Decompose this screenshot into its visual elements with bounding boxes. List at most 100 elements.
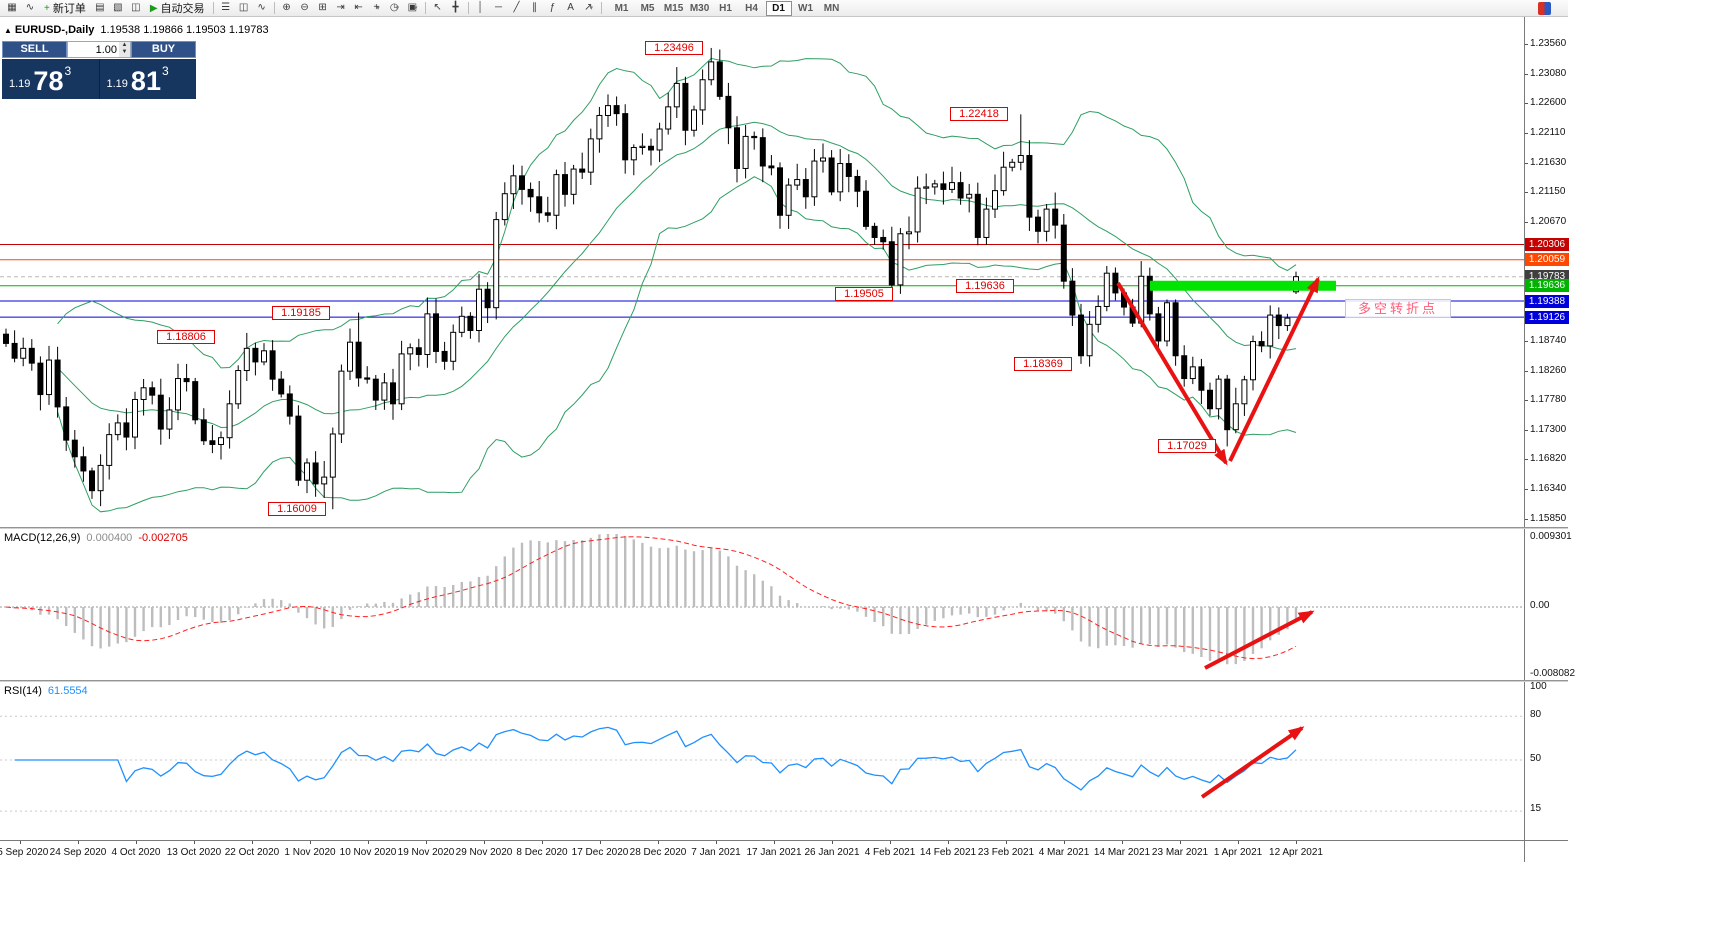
- cursor-icon[interactable]: ↖: [433, 1, 442, 13]
- candle: [28, 347, 35, 364]
- timeframe-d1[interactable]: D1: [765, 0, 792, 16]
- timeframe-h4[interactable]: H4: [745, 2, 758, 14]
- candle: [20, 347, 27, 359]
- channel-icon[interactable]: ∥: [532, 1, 538, 13]
- zoom-in-icon[interactable]: ⊕: [282, 1, 291, 13]
- candle: [596, 114, 603, 140]
- candle: [828, 157, 835, 193]
- chart-tile-icon[interactable]: ▧: [113, 1, 123, 13]
- candle: [1017, 155, 1024, 163]
- price-callout[interactable]: 1.19636: [956, 279, 1014, 293]
- candle: [312, 462, 319, 485]
- toolbar: ▦ ∿ + 新订单 ▤ ▧ ◫ ▶ 自动交易 ☰ ◫ ∿ ⊕ ⊖ ⊞ ⇥ ⇤ +▾ ◷▾ ▣▾ ↖ ╋ │ ─ ╱ ∥ ƒ A ↗▾ M…: [0, 0, 1568, 17]
- timeframe-m5[interactable]: M5: [640, 2, 655, 14]
- price-chart-plot[interactable]: 1.23496 1.22418 1.19636 1.19505 1.19185 1.188…: [0, 17, 1524, 527]
- indicators-icon[interactable]: +▾: [373, 1, 380, 13]
- candlestick-type-icon[interactable]: ◫: [238, 1, 249, 13]
- periods-icon[interactable]: ◷▾: [389, 1, 400, 13]
- candle: [450, 331, 457, 362]
- sell-button[interactable]: SELL: [2, 41, 67, 58]
- axis-tick: 1.18260: [1530, 364, 1567, 376]
- price-callout[interactable]: 1.19185: [272, 306, 330, 320]
- candle: [54, 359, 61, 408]
- candle: [725, 95, 732, 129]
- candle: [906, 231, 912, 235]
- candle: [390, 382, 396, 405]
- bar-chart-type-icon[interactable]: ☰: [221, 1, 231, 13]
- auto-scroll-icon[interactable]: ⇥: [336, 1, 345, 13]
- date-label: 12 Apr 2021: [1269, 847, 1323, 858]
- axis-corner: [1524, 840, 1525, 862]
- timeframe-h1[interactable]: H1: [719, 2, 732, 14]
- toolbar-items: ▦ ∿ + 新订单 ▤ ▧ ◫ ▶ 自动交易 ☰ ◫ ∿ ⊕ ⊖ ⊞ ⇥ ⇤ +▾ ◷▾ ▣▾ ↖ ╋ │ ─ ╱ ∥ ƒ A ↗▾: [3, 1, 605, 16]
- candle: [338, 370, 345, 435]
- price-callout[interactable]: 1.17029: [1158, 439, 1216, 453]
- date-tickmark: [20, 841, 21, 844]
- candle: [974, 193, 981, 238]
- price-axis[interactable]: 1.23560 1.23080 1.22600 1.22110 1.21630 1.211…: [1524, 17, 1569, 527]
- price-tag: 1.19636: [1525, 279, 1569, 293]
- volume-up-icon[interactable]: ▲: [121, 42, 128, 48]
- price-callout[interactable]: 1.19505: [835, 287, 893, 301]
- price-callout[interactable]: 1.18806: [157, 330, 215, 344]
- timeframe-mn[interactable]: MN: [823, 2, 840, 14]
- candle: [656, 128, 663, 151]
- buy-button[interactable]: BUY: [131, 41, 196, 58]
- timeframe-m15[interactable]: M15: [663, 2, 684, 14]
- trendline-icon[interactable]: ╱: [513, 1, 520, 13]
- candle: [415, 347, 422, 356]
- community-icon[interactable]: [1538, 2, 1551, 15]
- chart-shift-icon[interactable]: ⇤: [354, 1, 363, 13]
- price-callout[interactable]: 1.22418: [950, 107, 1008, 121]
- arrows-icon[interactable]: ↗▾: [584, 1, 593, 13]
- volume-down-icon[interactable]: ▼: [121, 49, 128, 55]
- date-tickmark: [484, 841, 485, 844]
- volume-input[interactable]: [68, 42, 119, 57]
- crosshair-icon[interactable]: ╋: [452, 1, 459, 13]
- chart-cascade-icon[interactable]: ▤: [95, 1, 105, 13]
- candle: [751, 135, 758, 139]
- rsi-plot[interactable]: [0, 682, 1524, 840]
- turning-point-annotation[interactable]: 多空转折点: [1345, 299, 1451, 318]
- panel-splitter[interactable]: [0, 680, 1568, 682]
- tile-windows-icon[interactable]: ⊞: [318, 1, 327, 13]
- axis-tick: 1.21150: [1530, 186, 1566, 198]
- candle: [398, 353, 405, 405]
- collapse-trade-panel-icon[interactable]: ▲: [4, 26, 12, 35]
- price-callout[interactable]: 1.16009: [268, 502, 326, 516]
- vertical-line-icon[interactable]: │: [477, 1, 484, 13]
- price-callout[interactable]: 1.18369: [1014, 357, 1072, 371]
- new-order-button[interactable]: + 新订单: [44, 2, 86, 16]
- text-icon[interactable]: A: [567, 1, 574, 13]
- timeframe-w1[interactable]: W1: [798, 2, 814, 14]
- axis-tick: 1.16820: [1530, 453, 1567, 465]
- sell-price[interactable]: 1.19 78 3: [2, 59, 99, 99]
- macd-plot[interactable]: [0, 529, 1524, 680]
- date-label: 22 Oct 2020: [224, 847, 280, 858]
- timeframe-m30[interactable]: M30: [689, 2, 710, 14]
- new-chart-icon[interactable]: ▦: [7, 1, 17, 13]
- zoom-out-icon[interactable]: ⊖: [300, 1, 309, 13]
- line-chart-type-icon[interactable]: ∿: [257, 1, 266, 13]
- tick-chart-icon[interactable]: ∿: [25, 1, 35, 13]
- candle: [622, 113, 629, 161]
- buy-price[interactable]: 1.19 81 3: [98, 59, 196, 99]
- horizontal-line-icon[interactable]: ─: [495, 1, 503, 13]
- chart-list-icon[interactable]: ◫: [131, 1, 141, 13]
- macd-axis-tick: 0.009301: [1530, 531, 1572, 542]
- fibonacci-icon[interactable]: ƒ: [549, 1, 556, 13]
- date-tickmark: [194, 841, 195, 844]
- candle: [1164, 302, 1170, 342]
- templates-icon[interactable]: ▣▾: [407, 1, 418, 13]
- price-callout[interactable]: 1.23496: [645, 41, 703, 55]
- candle: [1026, 155, 1033, 218]
- candle: [97, 464, 104, 492]
- candle: [536, 196, 543, 214]
- candle: [441, 350, 448, 362]
- auto-trading-button[interactable]: ▶ 自动交易: [149, 2, 205, 16]
- candle: [854, 175, 861, 192]
- panel-splitter[interactable]: [0, 527, 1568, 529]
- timeframe-m1[interactable]: M1: [614, 2, 629, 14]
- dropdown-caret-icon: ▾: [376, 4, 380, 12]
